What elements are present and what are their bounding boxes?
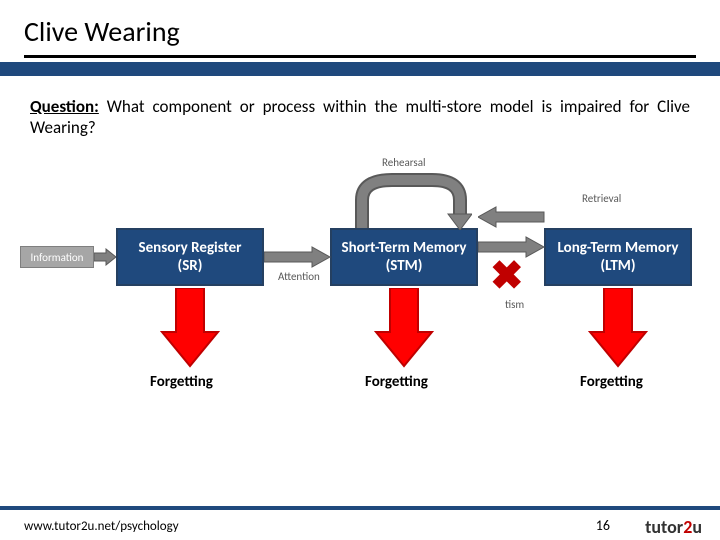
ltm-box: Long-Term Memory (LTM) [544,228,692,286]
forgetting-arrow-stm [374,288,434,368]
sr-line2: (SR) [118,257,262,275]
attention-label: Attention [278,270,320,283]
page-title: Clive Wearing [0,0,720,55]
rehearsal-loop [342,170,472,230]
ltm-line1: Long-Term Memory [546,239,690,257]
sensory-register-box: Sensory Register (SR) [116,228,264,286]
arrow-info-to-sr [94,248,118,266]
stm-line2: (STM) [332,257,476,275]
header-blue-bar [0,62,720,76]
retrieval-label: Retrieval [582,192,621,205]
information-box: Information [20,246,94,268]
question-label: Question: [30,96,99,117]
title-underline [24,55,696,58]
forgetting-arrow-ltm [588,288,648,368]
logo-post: u [692,516,702,538]
arrow-ltm-to-stm [478,206,546,228]
logo-pre: tutor [645,516,683,538]
footer-blue-bar [0,506,720,510]
tutor2u-logo: tutor2u [645,516,702,538]
stm-box: Short-Term Memory (STM) [330,228,478,286]
question-text: Question: What component or process with… [0,76,720,148]
footer-url: www.tutor2u.net/psychology [24,519,179,534]
question-body: What component or process within the mul… [30,96,690,138]
forgetting-label-ltm: Forgetting [580,373,643,391]
logo-2: 2 [683,516,692,538]
ltm-line2: (LTM) [546,257,690,275]
forgetting-label-sr: Forgetting [150,373,213,391]
page-number: 16 [596,517,610,534]
stm-line1: Short-Term Memory [332,239,476,257]
forgetting-label-stm: Forgetting [365,373,428,391]
msm-diagram: Information Sensory Register (SR) Short-… [0,148,720,458]
forgetting-arrow-sr [160,288,220,368]
sr-line1: Sensory Register [118,239,262,257]
impairment-cross-icon: ✖ [490,256,524,296]
rehearsal-label: Rehearsal [382,156,426,169]
arrow-attention [264,246,332,268]
